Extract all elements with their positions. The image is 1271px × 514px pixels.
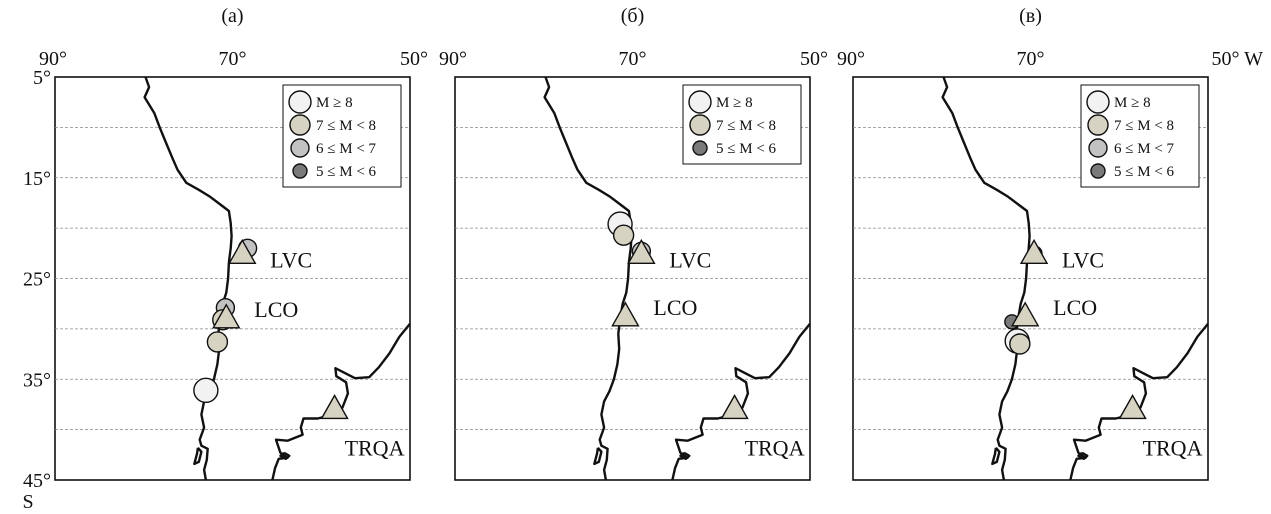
station-label: TRQA [1143, 435, 1203, 460]
longitude-label: 50° [800, 48, 828, 70]
panel-title: (в) [1019, 5, 1042, 27]
station-triangle-icon [1019, 238, 1049, 265]
latitude-label: 25° [23, 269, 51, 291]
legend-swatch [692, 140, 708, 156]
panel-title: (б) [621, 5, 645, 27]
chiloe-island [991, 447, 1001, 466]
longitude-label: 90° [837, 48, 865, 70]
legend-swatch [1086, 90, 1110, 114]
legend-swatch [288, 90, 312, 114]
station-label: TRQA [345, 435, 405, 460]
legend-label: 6 ≤ M < 7 [316, 141, 377, 157]
hemisphere-label: S [22, 491, 33, 513]
latitude-label: 35° [23, 369, 51, 391]
legend-label: 5 ≤ M < 6 [716, 141, 777, 157]
chiloe-island [193, 447, 203, 466]
latitude-label: 15° [23, 168, 51, 190]
panels-layer: (a) 90° 70° 50° 5° 15° 25° 35° 45°S LVC LCO TRQA M ≥… [22, 5, 1263, 513]
legend-label: 5 ≤ M < 6 [1114, 164, 1175, 180]
legend-label: M ≥ 8 [316, 95, 353, 111]
panel-title: (a) [221, 5, 243, 27]
station-label: LCO [1053, 295, 1097, 320]
legend-swatch [1090, 163, 1106, 179]
legend-label: 7 ≤ M < 8 [716, 118, 776, 134]
longitude-label: 90° [39, 48, 67, 70]
pacific-coastline [143, 76, 233, 481]
station-triangle-icon [627, 238, 656, 265]
legend-label: 7 ≤ M < 8 [1114, 118, 1174, 134]
legend-swatch [289, 114, 311, 136]
longitude-label: 70° [1017, 48, 1045, 70]
longitude-label: 70° [619, 48, 647, 70]
longitude-label: 70° [219, 48, 247, 70]
latitude-label: 5° [33, 67, 51, 89]
station-label: LCO [254, 297, 298, 322]
latitude-label: 45° [23, 470, 51, 492]
map-panel-c: (в) 90° 70° 50° W LVC LCO TRQA M ≥ 8 7 ≤ M < 8 6 … [837, 5, 1263, 481]
map-panel-b: (б) 90° 70° 50° LVC LCO TRQA M ≥ 8 7 ≤ M < 8 5 ≤ … [439, 5, 828, 481]
map-panel-a: (a) 90° 70° 50° 5° 15° 25° 35° 45°S LVC LCO TRQA M ≥… [22, 5, 428, 513]
legend-swatch [1087, 114, 1109, 136]
legend-swatch [290, 138, 310, 158]
pacific-coastline [543, 76, 633, 481]
station-triangle-icon [320, 394, 349, 420]
station-label: LCO [653, 295, 697, 320]
valdes-peninsula [679, 451, 691, 460]
legend-swatch [688, 90, 712, 114]
longitude-label: 90° [439, 48, 467, 70]
station-label: LVC [1062, 247, 1104, 272]
station-triangle-icon [212, 303, 241, 329]
earthquake-marker [1009, 333, 1031, 355]
earthquake-marker [193, 377, 219, 404]
legend-label: 6 ≤ M < 7 [1114, 141, 1175, 157]
earthquake-marker [612, 224, 635, 246]
station-label: LVC [669, 247, 711, 272]
pacific-coastline [941, 76, 1031, 481]
legend-label: M ≥ 8 [716, 95, 753, 111]
chiloe-island [593, 447, 603, 466]
legend-label: 5 ≤ M < 6 [316, 164, 377, 180]
station-triangle-icon [228, 238, 257, 265]
valdes-peninsula [279, 451, 291, 460]
station-triangle-icon [1118, 394, 1147, 420]
legend-swatch [292, 163, 308, 179]
station-label: TRQA [745, 435, 805, 460]
earthquake-marker [206, 331, 229, 353]
valdes-peninsula [1077, 451, 1089, 460]
station-triangle-icon [1010, 301, 1040, 327]
station-label: LVC [270, 247, 312, 272]
longitude-label: 50° W [1211, 48, 1263, 70]
longitude-label: 50° [400, 48, 428, 70]
legend-label: 7 ≤ M < 8 [316, 118, 376, 134]
station-triangle-icon [611, 301, 640, 327]
station-triangle-icon [720, 394, 749, 420]
legend-swatch [689, 114, 711, 136]
legend-label: M ≥ 8 [1114, 95, 1151, 111]
legend-swatch [1088, 138, 1108, 158]
